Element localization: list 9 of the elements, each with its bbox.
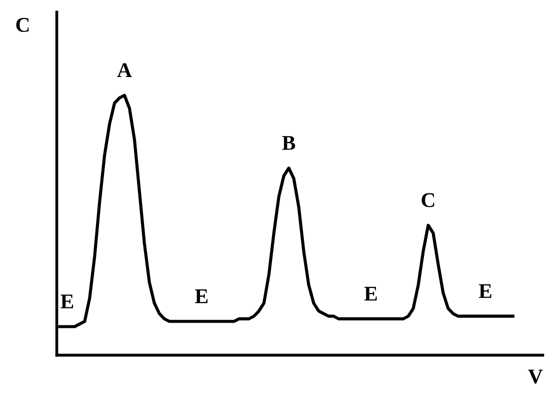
y-axis-title: C <box>16 18 29 32</box>
annotation: E <box>478 284 492 298</box>
x-axis-title: V <box>528 370 543 384</box>
annotation: A <box>117 63 132 77</box>
annotation: E <box>364 286 377 300</box>
annotation: C <box>422 193 434 208</box>
annotation: E <box>195 289 208 304</box>
annotation: E <box>60 294 74 308</box>
annotation: B <box>282 136 296 150</box>
